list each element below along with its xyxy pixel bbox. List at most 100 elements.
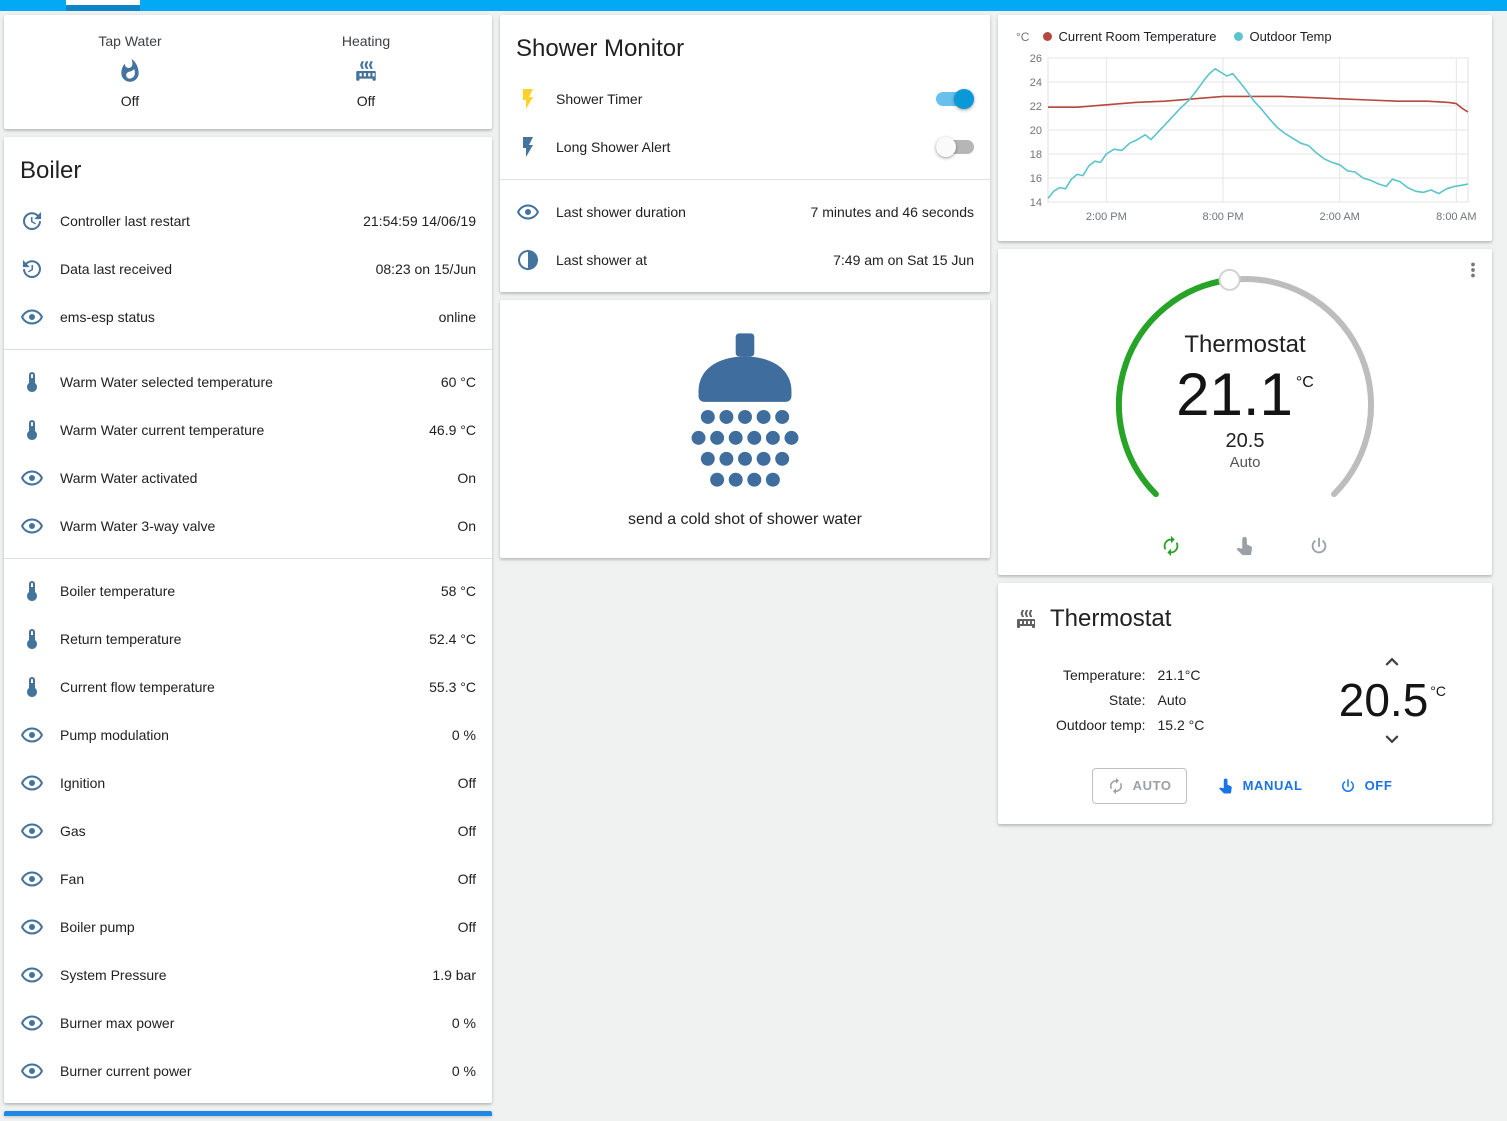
entity-row[interactable]: Ignition Off: [4, 759, 492, 807]
boiler-card: Boiler Controller last restart 21:54:59 …: [4, 137, 492, 1103]
entity-row[interactable]: Burner current power 0 %: [4, 1047, 492, 1095]
legend-label: Current Room Temperature: [1058, 29, 1217, 44]
entity-row[interactable]: Warm Water 3-way valve On: [4, 502, 492, 550]
eye-icon: [20, 1059, 44, 1083]
legend-dot: [1234, 32, 1244, 41]
entity-row[interactable]: System Pressure 1.9 bar: [4, 951, 492, 999]
auto-mode-button[interactable]: [1160, 535, 1182, 557]
entity-row[interactable]: Warm Water activated On: [4, 454, 492, 502]
app-topbar: [0, 0, 1507, 11]
entity-name: ems-esp status: [60, 309, 155, 325]
info-label: State:: [1108, 692, 1146, 709]
entity-name: Fan: [60, 871, 85, 887]
shower-action-card[interactable]: send a cold shot of shower water: [500, 300, 990, 558]
svg-text:18: 18: [1030, 149, 1042, 161]
entity-value: 60 °C: [440, 374, 476, 390]
dial-active-arc: [1115, 276, 1233, 498]
auto-button[interactable]: AUTO: [1091, 767, 1187, 804]
svg-text:14: 14: [1030, 197, 1042, 209]
power-off-button[interactable]: [1308, 535, 1330, 557]
more-options-button[interactable]: [1462, 259, 1484, 281]
entity-row[interactable]: Last shower duration 7 minutes and 46 se…: [500, 188, 990, 236]
button-label: MANUAL: [1242, 778, 1303, 794]
entity-row[interactable]: Data last received 08:23 on 15/Jun: [4, 245, 492, 293]
legend-item: Outdoor Temp: [1234, 29, 1332, 44]
entity-row[interactable]: Burner max power 0 %: [4, 999, 492, 1047]
svg-text:22: 22: [1030, 101, 1042, 113]
entity-value: On: [457, 518, 476, 534]
card-title: Thermostat: [1050, 605, 1172, 632]
thermometer-icon: [20, 370, 44, 394]
manual-mode-button[interactable]: [1234, 535, 1256, 557]
entity-row[interactable]: Boiler pump Off: [4, 903, 492, 951]
unit-label: °C: [1430, 683, 1446, 699]
eye-icon: [20, 514, 44, 538]
entity-value: 55.3 °C: [429, 679, 476, 695]
entity-value: 52.4 °C: [429, 631, 476, 647]
radiator-icon: [353, 58, 379, 84]
target-temperature-value: 20.5: [1338, 674, 1429, 726]
card-title: Shower Monitor: [516, 35, 685, 62]
clock-half-icon: [516, 248, 540, 272]
entity-value: 58 °C: [440, 583, 476, 599]
dial-handle[interactable]: [1218, 268, 1241, 291]
glance-item-heating[interactable]: Heating Off: [296, 33, 436, 109]
thermostat-info: Temperature: 21.1°C State: Auto Outdoor …: [1056, 667, 1204, 733]
divider: [4, 558, 492, 559]
button-label: OFF: [1364, 778, 1393, 794]
decrease-temp-button[interactable]: [1379, 726, 1405, 752]
entity-row[interactable]: Warm Water current temperature 46.9 °C: [4, 406, 492, 454]
toggle-row[interactable]: Shower Timer: [500, 75, 990, 123]
radiator-icon: [1014, 607, 1038, 631]
entity-name: Data last received: [60, 261, 173, 277]
thermostat-dial[interactable]: Thermostat 21.1 °C 20.5 Auto: [1095, 267, 1395, 519]
entity-row[interactable]: Current flow temperature 55.3 °C: [4, 663, 492, 711]
shower-info-list: Last shower duration 7 minutes and 46 se…: [500, 188, 990, 284]
info-value: Auto: [1157, 692, 1187, 709]
entity-name: Current flow temperature: [60, 679, 215, 695]
entity-row[interactable]: Fan Off: [4, 855, 492, 903]
entity-row[interactable]: Pump modulation 0 %: [4, 711, 492, 759]
entity-row[interactable]: Boiler temperature 58 °C: [4, 567, 492, 615]
manual-button[interactable]: MANUAL: [1211, 769, 1309, 803]
chart-legend: °C Current Room Temperature Outdoor Temp: [1014, 29, 1476, 44]
thermometer-icon: [20, 675, 44, 699]
glance-card: Tap Water Off Heating Off: [4, 15, 492, 129]
toggle-row[interactable]: Long Shower Alert: [500, 123, 990, 171]
legend-label: Outdoor Temp: [1249, 29, 1332, 44]
thermostat-mode-buttons: AUTO MANUAL OFF: [998, 756, 1492, 824]
fire-icon: [117, 58, 143, 84]
eye-icon: [20, 819, 44, 843]
entity-row[interactable]: Return temperature 52.4 °C: [4, 615, 492, 663]
toggle-switch[interactable]: [936, 89, 974, 109]
glance-item-tap-water[interactable]: Tap Water Off: [60, 33, 200, 109]
entity-name: Last shower at: [556, 252, 648, 268]
eye-icon: [20, 1011, 44, 1035]
eye-icon: [516, 200, 540, 224]
glance-state: Off: [120, 93, 140, 109]
legend-items: Current Room Temperature Outdoor Temp: [1043, 29, 1332, 44]
entity-name: Shower Timer: [556, 91, 643, 107]
hand-icon: [1217, 777, 1235, 795]
eye-icon: [20, 466, 44, 490]
entity-row[interactable]: Controller last restart 21:54:59 14/06/1…: [4, 197, 492, 245]
eye-icon: [20, 305, 44, 329]
entity-row[interactable]: Last shower at 7:49 am on Sat 15 Jun: [500, 236, 990, 284]
divider: [500, 179, 990, 180]
toggle-switch[interactable]: [936, 137, 974, 157]
entity-row[interactable]: ems-esp status online: [4, 293, 492, 341]
entity-row[interactable]: Warm Water selected temperature 60 °C: [4, 358, 492, 406]
y-axis-unit-label: °C: [1016, 29, 1030, 44]
increase-temp-button[interactable]: [1379, 649, 1405, 675]
entity-row[interactable]: Gas Off: [4, 807, 492, 855]
eye-icon: [20, 915, 44, 939]
active-tab[interactable]: [66, 0, 140, 5]
off-button[interactable]: OFF: [1333, 769, 1399, 803]
entity-name: Boiler pump: [60, 919, 135, 935]
toggle-knob: [954, 89, 974, 109]
entity-name: Controller last restart: [60, 213, 190, 229]
entity-name: Warm Water current temperature: [60, 422, 265, 438]
info-value: 15.2 °C: [1157, 717, 1205, 734]
entity-value: Off: [457, 823, 476, 839]
entity-value: 1.9 bar: [432, 967, 476, 983]
